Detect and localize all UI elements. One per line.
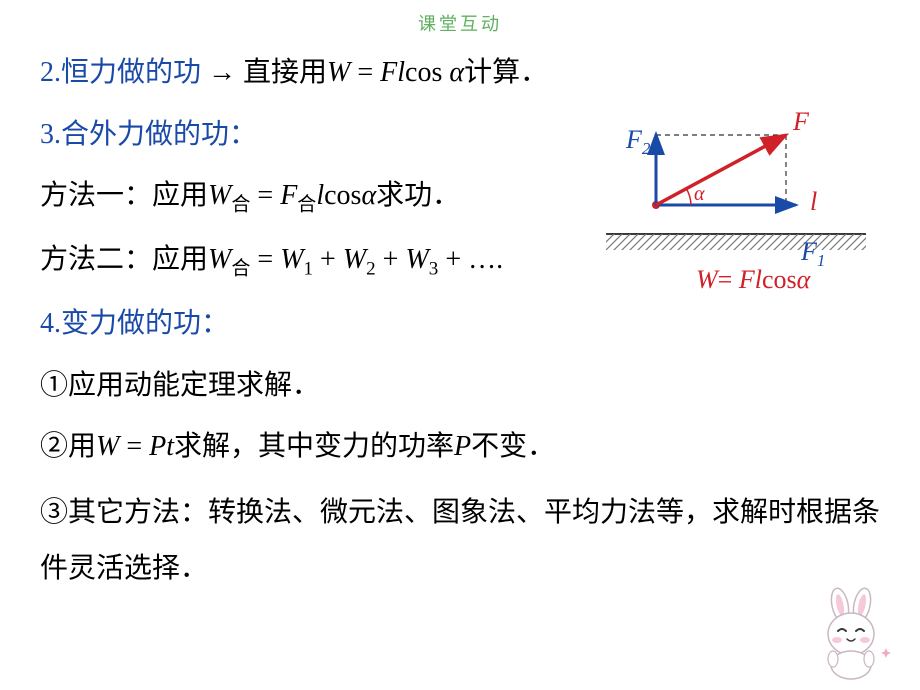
slide: 课堂互动 2.恒力做的功 → 直接用W = Flcos α计算． 3.合外力做的… (0, 0, 920, 690)
force-diagram: F F2 l α F1 W= Flcosα (596, 100, 876, 295)
item-2: ②用W = Pt求解，其中变力的功率P不变． (40, 423, 880, 471)
m1-F: F (280, 180, 297, 211)
label-alpha: α (694, 183, 705, 205)
l2-text-b: 直接用 (236, 57, 327, 88)
bunny-icon (810, 587, 900, 682)
m2-a: 方法二：应用 (40, 244, 208, 275)
m1-cos: cos (324, 180, 361, 211)
l2-eq: = (350, 57, 380, 88)
c2-P: P (454, 431, 471, 462)
c1: ①应用动能定理求解． (40, 370, 320, 401)
m2-W1: W (280, 244, 303, 275)
m1-l: l (316, 180, 324, 211)
m2-p1: + (313, 244, 343, 275)
label-F: F (792, 107, 810, 136)
num-3: 3. (40, 119, 61, 150)
alpha-arc (686, 188, 691, 205)
l4-text: 变力做的功： (61, 308, 229, 339)
m1-wsub: 合 (231, 195, 250, 216)
num-4: 4. (40, 308, 61, 339)
m1-a: 方法一：应用 (40, 180, 208, 211)
m2-W: W (208, 244, 231, 275)
c2-eq: = (119, 431, 149, 462)
m1-fsub: 合 (297, 195, 316, 216)
line-2: 2.恒力做的功 → 直接用W = Flcos α计算． (40, 48, 880, 97)
l3-text: 合外力做的功： (61, 119, 257, 150)
l2-text-a: 恒力做的功 (61, 57, 208, 88)
m2-W2: W (343, 244, 366, 275)
m2-s2: 2 (366, 259, 376, 280)
m1-eq: = (250, 180, 280, 211)
item-3: ③其它方法：转换法、微元法、图象法、平均力法等，求解时根据条件灵活选择． (40, 485, 880, 597)
diagram-formula: W= Flcosα (696, 265, 812, 294)
l2-text-c: 计算． (464, 57, 548, 88)
c2-a: ②用 (40, 431, 96, 462)
m1-alpha: α (361, 180, 376, 211)
m2-s1: 1 (304, 259, 314, 280)
c2-b: 求解，其中变力的功率 (174, 431, 454, 462)
header-title: 课堂互动 (418, 14, 502, 34)
f-vector (656, 135, 786, 205)
label-F2: F2 (625, 125, 651, 158)
m2-p3: + …. (438, 244, 503, 275)
c2-W: W (96, 431, 119, 462)
l2-arrow: → (208, 56, 236, 87)
c2-c: 不变． (471, 431, 555, 462)
ground-hatch (606, 234, 866, 250)
l2-W: W (327, 57, 350, 88)
line-4: 4.变力做的功： (40, 300, 880, 348)
m2-s3: 3 (429, 259, 439, 280)
c2-Pt: Pt (149, 431, 174, 462)
m2-wsub: 合 (231, 259, 250, 280)
m2-W3: W (405, 244, 428, 275)
m2-p2: + (376, 244, 406, 275)
m1-W: W (208, 180, 231, 211)
m2-eq: = (250, 244, 280, 275)
num-2: 2. (40, 57, 61, 88)
l2-alpha: α (449, 57, 464, 88)
diagram-svg: F F2 l α F1 W= Flcosα (596, 100, 876, 295)
label-l: l (810, 187, 817, 216)
m1-b: 求功． (376, 180, 460, 211)
l2-Fl: Fl (380, 57, 405, 88)
item-1: ①应用动能定理求解． (40, 362, 880, 410)
slide-header: 课堂互动 (40, 10, 880, 36)
l2-cos: cos (405, 57, 449, 88)
c3: ③其它方法：转换法、微元法、图象法、平均力法等，求解时根据条件灵活选择． (40, 497, 880, 584)
